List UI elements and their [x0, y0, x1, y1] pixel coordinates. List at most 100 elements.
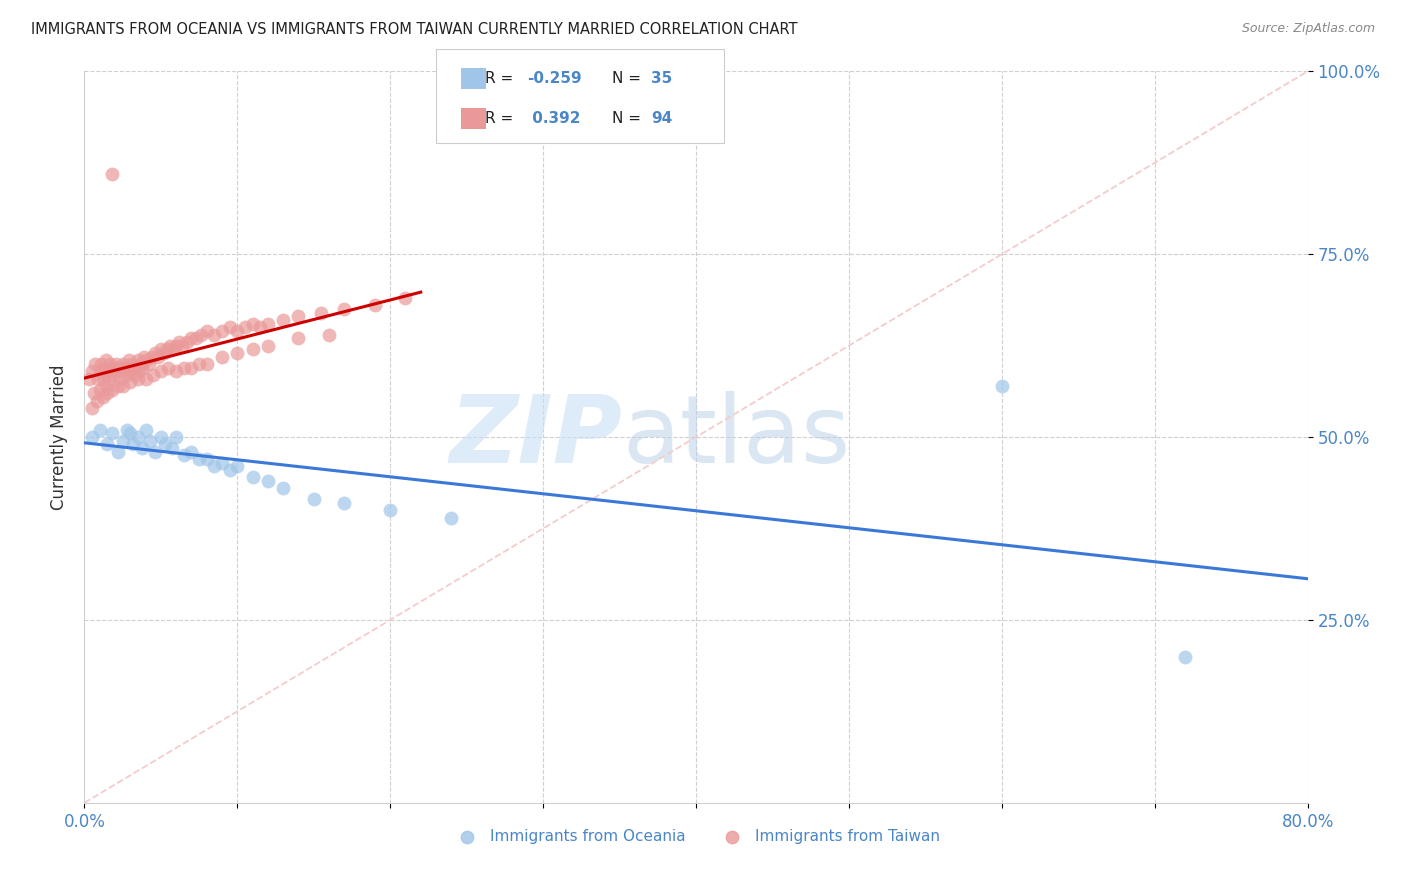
Point: [128, 364, 150, 378]
Point: [440, 510, 463, 524]
Point: [162, 343, 184, 357]
Point: [121, 357, 143, 371]
Point: [120, 376, 142, 390]
Point: [105, 357, 128, 371]
Point: [287, 331, 309, 345]
Point: [94, 379, 117, 393]
Point: [143, 444, 166, 458]
Point: [111, 379, 134, 393]
Point: [80, 401, 103, 415]
Point: [149, 343, 172, 357]
Point: [257, 317, 280, 331]
Point: [394, 291, 416, 305]
Point: [226, 346, 249, 360]
Point: [226, 459, 249, 474]
Point: [107, 360, 129, 375]
Point: [87, 371, 110, 385]
Point: [271, 481, 294, 495]
Point: [120, 426, 142, 441]
Point: [127, 430, 149, 444]
Point: [93, 360, 115, 375]
Point: [172, 338, 194, 352]
Point: [101, 167, 124, 181]
Point: [89, 423, 111, 437]
Point: [143, 346, 166, 360]
Point: [110, 364, 132, 378]
Text: 35: 35: [651, 71, 672, 86]
Text: ZIP: ZIP: [450, 391, 623, 483]
Text: -0.259: -0.259: [527, 71, 582, 86]
Point: [101, 383, 124, 397]
Point: [129, 357, 152, 371]
Point: [135, 353, 157, 368]
Point: [180, 331, 202, 345]
Point: [84, 357, 107, 371]
Point: [173, 360, 195, 375]
Legend: Immigrants from Oceania, Immigrants from Taiwan: Immigrants from Oceania, Immigrants from…: [446, 822, 946, 850]
Point: [149, 430, 172, 444]
Point: [104, 364, 127, 378]
Point: [135, 371, 157, 385]
Point: [112, 360, 135, 375]
Point: [364, 298, 387, 312]
Point: [83, 386, 105, 401]
Point: [318, 327, 340, 342]
Point: [111, 357, 134, 371]
Point: [233, 320, 256, 334]
Point: [287, 310, 309, 324]
Point: [311, 306, 333, 320]
Point: [91, 371, 114, 385]
Point: [122, 360, 145, 375]
Point: [139, 434, 162, 448]
Point: [131, 360, 153, 375]
Point: [97, 371, 120, 385]
Point: [96, 364, 118, 378]
Text: 0.392: 0.392: [527, 112, 581, 126]
Point: [98, 357, 121, 371]
Point: [991, 379, 1014, 393]
Point: [242, 317, 264, 331]
Point: [90, 357, 112, 371]
Point: [124, 368, 146, 382]
Point: [125, 360, 148, 375]
Point: [180, 444, 202, 458]
Point: [111, 434, 134, 448]
Point: [141, 350, 163, 364]
Point: [202, 459, 225, 474]
Point: [155, 437, 177, 451]
Point: [271, 313, 294, 327]
Point: [180, 360, 202, 375]
Point: [211, 350, 233, 364]
Point: [89, 383, 111, 397]
Point: [257, 474, 280, 488]
Point: [242, 470, 264, 484]
Point: [107, 379, 129, 393]
Point: [103, 368, 125, 382]
Point: [91, 390, 114, 404]
Point: [226, 324, 249, 338]
Y-axis label: Currently Married: Currently Married: [49, 364, 67, 510]
Point: [96, 386, 118, 401]
Point: [157, 360, 180, 375]
Point: [167, 334, 190, 349]
Point: [108, 371, 131, 385]
Point: [156, 343, 179, 357]
Point: [153, 346, 176, 360]
Point: [380, 503, 402, 517]
Point: [80, 430, 103, 444]
Text: 94: 94: [651, 112, 672, 126]
Text: Source: ZipAtlas.com: Source: ZipAtlas.com: [1241, 22, 1375, 36]
Point: [132, 350, 155, 364]
Point: [165, 430, 187, 444]
Point: [159, 338, 181, 352]
Point: [138, 357, 160, 371]
Point: [176, 334, 198, 349]
Point: [135, 423, 157, 437]
Point: [122, 437, 145, 451]
Point: [118, 353, 141, 368]
Point: [218, 320, 240, 334]
Point: [188, 357, 211, 371]
Point: [195, 324, 218, 338]
Point: [1174, 649, 1197, 664]
Point: [77, 371, 100, 385]
